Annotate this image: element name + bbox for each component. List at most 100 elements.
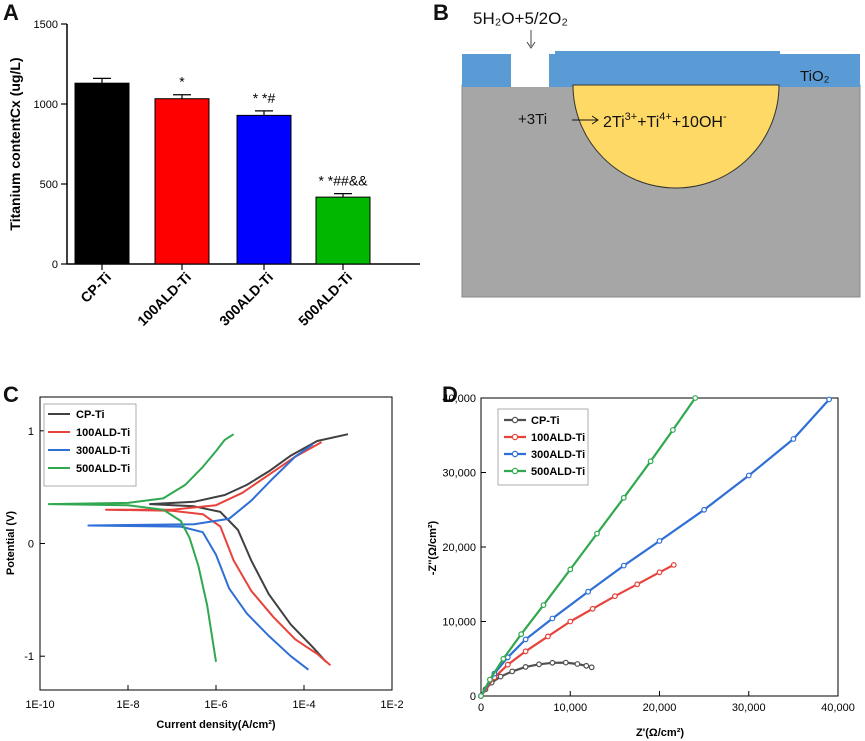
x-tick-label: 1E-4 [292,699,315,711]
bar-100ALD-Ti [154,98,210,265]
data-point-500ALD-Ti [478,693,484,699]
data-point-100ALD-Ti [612,593,618,600]
data-point-CP-Ti [509,668,516,675]
corrosion-pit [572,84,780,189]
data-point-100ALD-Ti [545,633,551,640]
data-point-100ALD-Ti [656,569,663,576]
x-tick-label-300ALD-Ti: 300ALD-Ti [216,269,276,329]
legend-marker-CP-Ti [511,416,519,424]
nyquist-line-100ALD-Ti [480,563,675,697]
legend-marker-300ALD-Ti [511,450,519,458]
curve-300ALD-Ti [87,443,314,671]
x-tick-label-500ALD-Ti: 500ALD-Ti [295,269,355,329]
product-sup-2: 4+ [659,111,672,123]
significance-annotation-300ALD-Ti: * *# [253,90,276,106]
product-arrow-head [591,115,599,125]
product-equation: 2Ti3++Ti4++10OH- [603,111,727,131]
data-point-CP-Ti [536,661,542,668]
y-axis-title: Potential (V) [5,511,17,576]
data-point-500ALD-Ti [620,494,627,501]
legend-label-100ALD-Ti: 100ALD-Ti [531,432,585,444]
data-point-300ALD-Ti [826,396,832,403]
data-point-500ALD-Ti [567,566,574,573]
data-point-500ALD-Ti [500,655,507,662]
product-sup-1: 3+ [625,111,638,123]
tio2-layer-defect [511,54,549,87]
y-tick-label: 1500 [34,19,58,31]
data-point-300ALD-Ti [656,538,663,544]
data-point-CP-Ti [562,659,569,666]
tio2-layer-top-step [555,51,780,55]
data-point-100ALD-Ti [670,562,677,568]
curve-100ALD-Ti [105,441,332,666]
data-point-500ALD-Ti [670,427,676,433]
y-tick-label: 0 [28,539,34,551]
legend-label-CP-Ti: CP-Ti [76,409,105,421]
x-tick-label: 40,000 [821,702,855,714]
product-mid: +Ti [637,114,659,131]
data-point-100ALD-Ti [589,605,596,612]
data-point-500ALD-Ti [540,602,547,608]
y-tick-label: 500 [40,179,58,191]
x-axis-title: Z'(Ω/cm²) [636,727,684,739]
polarization-curve-chart: 1E-10 1E-8 1E-6 1E-4 1E-2 -1 0 1 Current density… [5,396,404,731]
data-point-CP-Ti [574,661,581,667]
panel-label-b: B [433,0,449,25]
legend-label-300ALD-Ti: 300ALD-Ti [531,449,585,461]
x-tick-label: 1E-8 [116,699,139,711]
data-point-100ALD-Ti [567,618,574,625]
legend-label-100ALD-Ti: 100ALD-Ti [76,427,130,439]
data-point-500ALD-Ti [692,395,699,401]
bar-chart-titanium-content: 0 500 1000 1500 Titanium contentCx (ug/L) CP-… [7,19,420,329]
y-axis-title: -Z''(Ω/cm²) [427,520,439,575]
x-tick-label: 1E-6 [204,699,227,711]
data-point-500ALD-Ti [518,631,525,638]
x-axis-title: Current density(A/cm²) [156,719,276,731]
legend-label-CP-Ti: CP-Ti [531,415,560,427]
y-tick-label: -1 [24,651,34,663]
left-reactant-label: +3Ti [518,111,547,128]
y-tick-label: 0 [52,259,58,271]
data-point-CP-Ti [588,664,595,671]
legend-marker-500ALD-Ti [511,467,519,475]
y-axis-title: Titanium contentCx (ug/L) [7,57,23,230]
x-tick-label-100ALD-Ti: 100ALD-Ti [134,269,194,329]
bar-CP-Ti [74,82,130,265]
y-tick-label: 20,000 [442,542,476,554]
y-tick-label: 10,000 [442,617,476,629]
data-point-CP-Ti [522,664,529,670]
data-point-300ALD-Ti [549,615,556,622]
nyquist-plot-chart: 0 10,000 20,000 30,000 40,000 0 10,000 20,000 30… [427,393,855,739]
product-sup-3: - [723,111,727,123]
legend-marker-100ALD-Ti [511,433,519,441]
y-tick-label: 0 [470,691,476,703]
data-point-500ALD-Ti [594,530,600,537]
product-prefix: 2Ti [603,114,625,131]
x-tick-label: 1E-2 [380,699,403,711]
x-tick-label: 10,000 [553,702,587,714]
data-point-300ALD-Ti [585,588,591,595]
y-tick-label: 1 [28,426,34,438]
legend-label-300ALD-Ti: 300ALD-Ti [76,445,130,457]
x-tick-label: 0 [478,702,484,714]
curve-500ALD-Ti [47,433,235,662]
y-tick-label: 30,000 [442,468,476,480]
x-tick-label-CP-Ti: CP-Ti [77,269,114,306]
y-tick-label: 40,000 [442,393,476,405]
significance-annotation-100ALD-Ti: * [179,74,185,90]
data-point-300ALD-Ti [790,436,797,442]
data-point-CP-Ti [497,673,504,680]
legend-box [43,403,137,487]
x-tick-label: 1E-10 [25,699,54,711]
legend-label-500ALD-Ti: 500ALD-Ti [76,463,130,475]
data-point-500ALD-Ti [487,676,493,683]
panel-label-a: A [3,0,19,25]
panel-label-d: D [442,382,458,407]
top-reaction-label: 5H₂O+5/2O₂ [473,9,568,28]
legend-label-500ALD-Ti: 500ALD-Ti [531,466,585,478]
product-tail: +10OH [672,114,723,131]
panel-label-c: C [3,382,19,407]
data-point-300ALD-Ti [701,506,707,513]
data-point-100ALD-Ti [522,648,529,655]
significance-annotation-500ALD-Ti: * *##&& [318,173,368,189]
